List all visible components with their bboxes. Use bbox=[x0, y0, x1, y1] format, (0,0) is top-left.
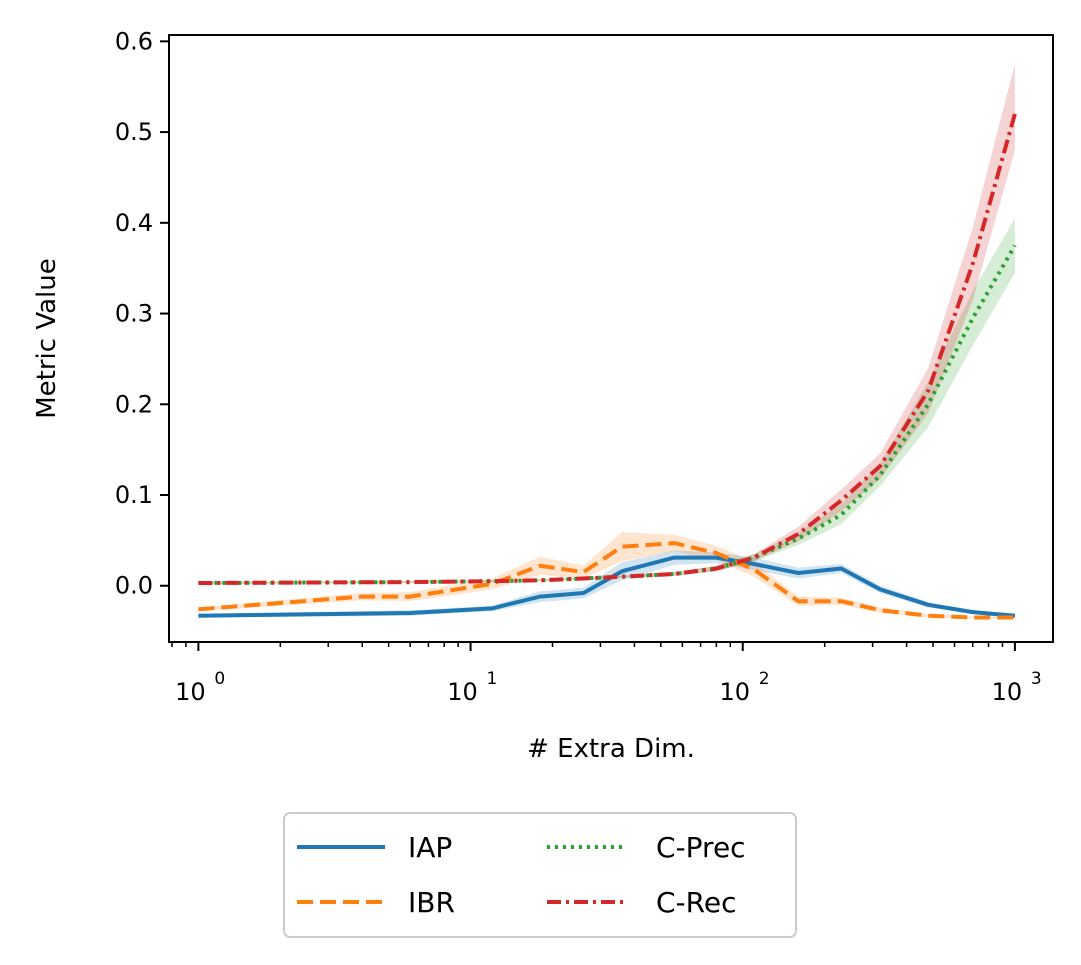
legend: IAP IBR C-Prec C-Rec bbox=[283, 812, 797, 938]
x-tick-exponent: 2 bbox=[759, 669, 770, 689]
plot-frame bbox=[168, 34, 1054, 643]
legend-label-c-prec: C-Prec bbox=[656, 831, 746, 864]
y-axis-title: Metric Value bbox=[32, 258, 62, 419]
y-tick-label: 0.0 bbox=[115, 572, 153, 600]
legend-label-ibr: IBR bbox=[408, 886, 455, 919]
y-axis: 0.0 0.1 0.2 0.3 0.4 0.5 0.6 bbox=[115, 27, 169, 600]
band-c-rec bbox=[198, 64, 1015, 584]
x-tick-label: 10 bbox=[447, 678, 478, 706]
y-tick-label: 0.4 bbox=[115, 209, 153, 237]
series-lines bbox=[198, 113, 1017, 620]
y-tick-label: 0.5 bbox=[115, 118, 153, 146]
legend-label-c-rec: C-Rec bbox=[656, 886, 736, 919]
band-ibr bbox=[198, 532, 1015, 619]
x-tick-label: 10 bbox=[175, 678, 206, 706]
legend-box bbox=[283, 812, 797, 938]
y-tick-label: 0.2 bbox=[115, 390, 153, 418]
series-line-c-prec bbox=[198, 244, 1017, 585]
x-tick-exponent: 3 bbox=[1031, 669, 1042, 689]
x-tick-exponent: 1 bbox=[487, 669, 498, 689]
x-tick-label: 10 bbox=[992, 678, 1023, 706]
y-tick-label: 0.3 bbox=[115, 300, 153, 328]
legend-label-iap: IAP bbox=[408, 831, 452, 864]
series-line-iap bbox=[198, 555, 1016, 618]
band-iap bbox=[198, 550, 1015, 618]
series-line-c-rec bbox=[198, 113, 1017, 585]
x-tick-label: 10 bbox=[719, 678, 750, 706]
confidence-bands bbox=[198, 64, 1015, 619]
x-tick-exponent: 0 bbox=[214, 669, 225, 689]
band-c-prec bbox=[198, 218, 1015, 584]
y-tick-label: 0.1 bbox=[115, 481, 153, 509]
x-axis-title: # Extra Dim. bbox=[527, 734, 695, 764]
x-axis: 10 0 10 1 10 2 10 3 bbox=[171, 642, 1042, 706]
y-tick-label: 0.6 bbox=[115, 27, 153, 55]
series-line-ibr bbox=[198, 541, 1015, 620]
